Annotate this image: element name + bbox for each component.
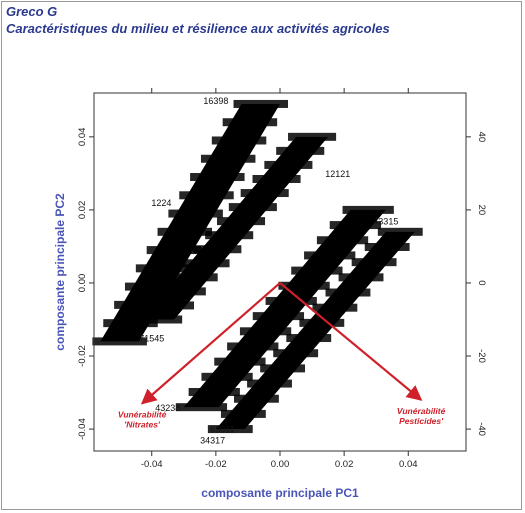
band-edge-1-4 [181,259,230,268]
band-edge-3-2 [234,394,279,403]
band-edge-3-3 [247,379,292,388]
band-edge-1-10 [252,174,301,183]
band-edge-2-10 [304,251,356,260]
band-edge-0-4 [135,264,191,273]
x-tick-label-0: -0.04 [141,459,163,470]
band-edge-0-9 [190,173,245,182]
arrow-label-1-1: Pesticides' [399,416,444,426]
band-edge-1-8 [228,203,277,212]
band-edge-1-2 [157,287,206,296]
arrow-label-0-0: Vunérabilité [118,410,167,420]
band-edge-0-11 [211,136,267,145]
point-label-6: 63011 [210,425,234,435]
point-label-5: 43238 [155,403,180,413]
right-tick-label-3: 20 [476,205,487,216]
band-edge-1-7 [216,217,266,226]
band-edge-0-5 [146,246,202,255]
chart-subtitle: Caractéristiques du milieu et résilience… [6,21,390,36]
x-tick-label-1: -0.02 [205,459,227,470]
band-edge-3-12 [364,242,410,251]
point-label-3: 1224 [151,198,171,208]
band-edge-3-10 [338,273,384,282]
y-tick-label-4: 0.04 [77,128,88,147]
band-edge-3-0 [207,425,253,434]
right-tick-label-2: 0 [476,280,487,285]
band-edge-0-3 [124,282,180,291]
band-edge-1-0 [134,315,183,324]
point-band-0 [100,103,281,342]
band-edge-3-11 [351,258,397,267]
band-edge-2-4 [227,342,279,351]
band-edge-2-9 [291,266,343,275]
band-edge-1-1 [145,301,195,310]
band-edge-0-13 [233,99,288,108]
point-label-1: 12121 [325,169,350,179]
y-tick-label-0: -0.04 [77,418,88,440]
point-label-0: 16398 [203,96,228,106]
band-edge-1-3 [169,273,218,282]
y-tick-label-3: 0.02 [77,201,88,220]
band-edge-2-12 [329,221,381,230]
loading-arrow-1 [279,282,423,401]
band-edge-0-0 [92,337,147,346]
point-label-2: 43315 [373,217,398,227]
arrow-label-0-1: 'Nitrates' [124,420,161,430]
chart-title: Greco G [6,4,58,19]
band-edge-0-10 [200,154,256,163]
band-edge-3-1 [220,409,266,418]
arrow-label-1-0: Vunérabilité [397,406,446,416]
band-edge-2-13 [342,205,394,214]
band-edge-2-5 [239,327,292,336]
band-edge-3-13 [377,227,423,236]
band-edge-2-3 [214,357,266,366]
band-edge-2-11 [316,236,369,245]
x-tick-label-2: 0.00 [271,459,290,470]
axes: -0.04 -0.02 0.00 0.02 0.04 -0.04 -0.02 0.00 0.02… [77,88,487,470]
y-tick-label-2: 0.00 [77,274,88,293]
right-tick-label-4: 40 [476,132,487,143]
y-tick-label-1: -0.02 [77,345,88,367]
band-edge-1-9 [240,189,289,198]
loading-arrows: Vunérabilité'Nitrates'VunérabilitéPestic… [118,282,446,430]
band-edge-0-12 [222,118,278,127]
band-edge-0-7 [168,209,223,218]
band-edge-1-6 [205,231,254,240]
band-edge-2-2 [201,372,253,381]
right-tick-label-1: -20 [476,349,487,363]
band-edge-3-8 [312,303,358,312]
point-bands [92,99,423,434]
x-axis-label: composante principale PC1 [201,486,359,500]
band-edge-0-6 [157,227,213,236]
band-edge-3-4 [260,364,306,373]
band-edge-1-11 [264,160,313,169]
band-edge-2-8 [278,281,330,290]
band-edge-1-12 [276,146,325,155]
band-edge-1-5 [193,245,242,254]
band-edge-1-13 [288,132,337,141]
point-label-7: 34317 [200,436,225,446]
band-edge-3-9 [325,288,371,297]
band-edge-2-6 [252,312,305,321]
x-tick-label-3: 0.02 [335,459,354,470]
band-edge-0-1 [103,319,158,328]
y-axis-label: composante principale PC2 [53,193,67,351]
loading-arrow-0 [140,282,281,405]
band-edge-2-7 [265,296,317,305]
x-tick-label-4: 0.04 [399,459,418,470]
band-edge-0-2 [114,300,169,309]
band-edge-3-5 [273,349,319,358]
band-edge-3-6 [286,334,332,343]
band-edge-2-0 [175,403,228,412]
band-edge-2-1 [188,387,240,396]
band-edge-0-8 [179,191,234,200]
band-edge-3-7 [299,318,345,327]
right-tick-label-0: -40 [476,422,487,436]
point-label-4: 71545 [139,333,164,343]
